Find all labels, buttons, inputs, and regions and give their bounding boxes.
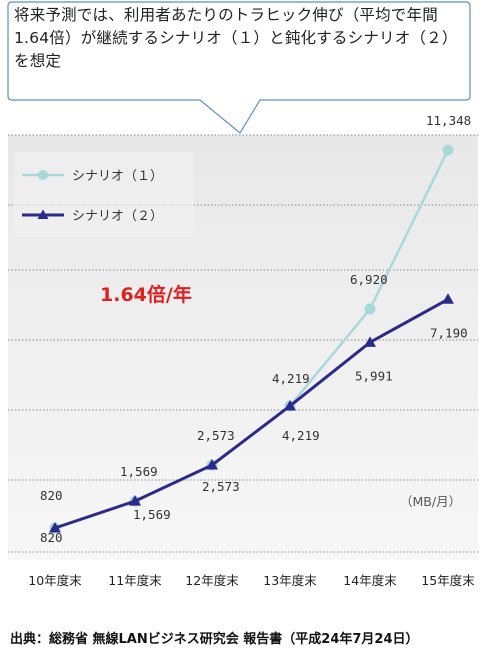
growth-rate-label: 1.64倍/年 <box>100 284 192 306</box>
legend-label: シナリオ（１） <box>72 169 163 184</box>
series-1-point <box>364 303 376 315</box>
series-2-data-label: 820 <box>40 530 63 545</box>
x-tick-label: 13年度末 <box>263 573 317 588</box>
series-lines <box>49 144 454 534</box>
legend-box <box>14 152 194 237</box>
series-1-data-label: 4,219 <box>272 371 310 386</box>
series-2-data-label: 5,991 <box>355 368 393 383</box>
series-line-2 <box>54 297 449 530</box>
series-2-data-label: 2,573 <box>202 479 240 494</box>
legend-label: シナリオ（２） <box>72 209 163 224</box>
x-tick-label: 15年度末 <box>421 573 475 588</box>
x-axis-ticks: 10年度末 11年度末 12年度末 13年度末 14年度末 15年度末 <box>28 573 475 588</box>
series-1-data-label: 1,569 <box>120 464 158 479</box>
series-1-data-label: 6,920 <box>350 272 388 287</box>
x-tick-label: 14年度末 <box>343 573 397 588</box>
legend-marker <box>37 209 49 219</box>
series-1-data-label: 11,348 <box>426 113 471 128</box>
series-2-data-label: 4,219 <box>282 428 320 443</box>
data-labels: 820 1,569 2,573 4,219 6,920 11,348 820 1,569 2,5… <box>40 113 471 545</box>
legend: シナリオ（１） シナリオ（２） <box>14 152 194 237</box>
series-1-data-label: 820 <box>40 488 63 503</box>
source-citation: 出典：総務省 無線LANビジネス研究会 報告書（平成24年7月24日） <box>10 632 419 647</box>
series-2-data-label: 1,569 <box>133 507 171 522</box>
x-tick-label: 11年度末 <box>108 573 162 588</box>
x-tick-label: 12年度末 <box>185 573 239 588</box>
series-2-data-label: 7,190 <box>430 325 468 340</box>
callout-text: 将来予測では、利用者あたりのトラヒック伸び（平均で年間1.64倍）が継続するシナ… <box>14 6 458 70</box>
legend-marker <box>38 170 48 180</box>
series-1-point <box>442 144 454 156</box>
x-tick-label: 10年度末 <box>28 573 82 588</box>
unit-label: （MB/月） <box>400 494 461 509</box>
callout-bubble <box>7 1 471 134</box>
series-1-data-label: 2,573 <box>197 428 235 443</box>
